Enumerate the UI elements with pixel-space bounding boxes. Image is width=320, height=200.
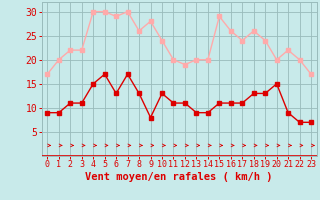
X-axis label: Vent moyen/en rafales ( km/h ): Vent moyen/en rafales ( km/h ) [85,172,273,182]
